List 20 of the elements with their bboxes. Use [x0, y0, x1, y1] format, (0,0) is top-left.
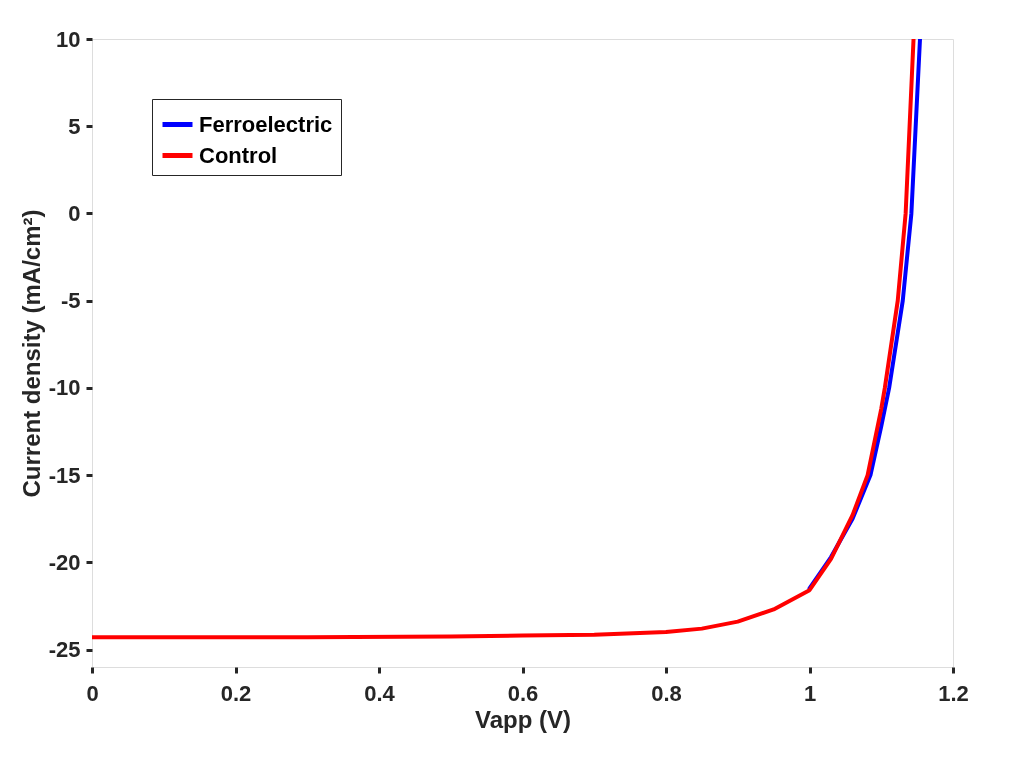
y-tick-label: 10: [56, 26, 81, 52]
y-tick-label: 0: [68, 200, 81, 226]
x-tick-label: 0.4: [364, 680, 396, 706]
x-tick-label: 1: [803, 680, 817, 706]
x-axis-title: Vapp (V): [474, 705, 572, 733]
y-tick-label: -25: [48, 637, 81, 663]
y-tick-label: -10: [48, 375, 81, 401]
y-tick-label: -5: [60, 288, 81, 314]
x-tick-label: 0: [86, 680, 99, 706]
legend-label: Ferroelectric: [199, 111, 333, 137]
legend-label: Control: [199, 142, 278, 168]
y-axis-title: Current density (mA/cm²): [17, 209, 45, 498]
y-tick-label: 5: [68, 113, 81, 139]
y-tick-label: -15: [48, 462, 81, 488]
x-tick-label: 0.8: [651, 680, 682, 706]
x-tick-label: 1.2: [938, 680, 969, 706]
y-tick-label: -20: [48, 549, 81, 575]
line-series: [92, 39, 916, 640]
x-tick-label: 0.6: [507, 680, 539, 706]
x-tick-label: 0.2: [220, 680, 252, 706]
